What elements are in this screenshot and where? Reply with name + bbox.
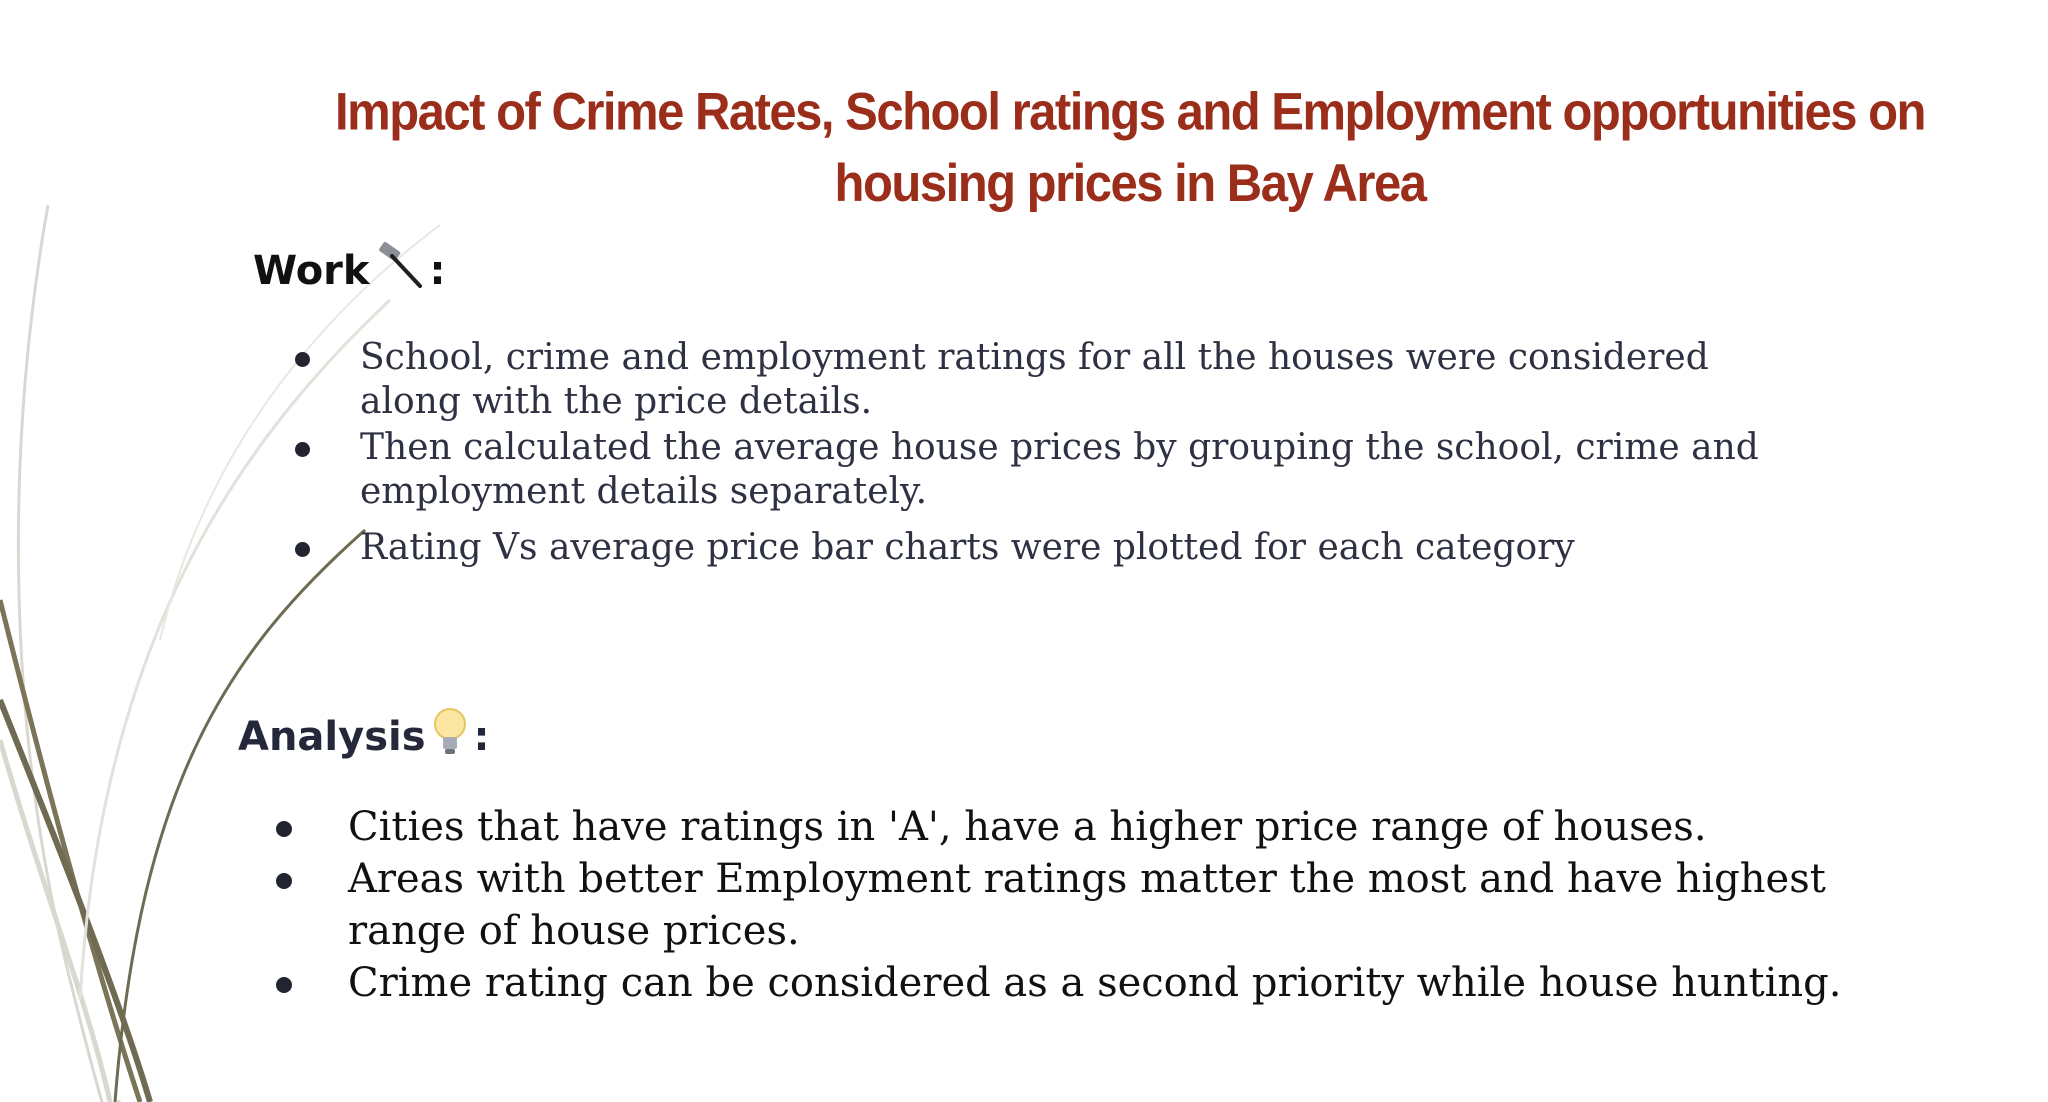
analysis-heading-colon: : — [473, 714, 490, 760]
bullet-dot — [276, 821, 292, 837]
list-item: Cities that have ratings in 'A', have a … — [276, 801, 1848, 853]
analysis-heading: Analysis : — [238, 706, 490, 768]
hammer-icon — [374, 240, 426, 302]
list-item: School, crime and employment ratings for… — [295, 336, 1800, 424]
bullet-dot — [276, 977, 292, 993]
bullet-dot — [295, 442, 310, 457]
list-item: Areas with better Employment ratings mat… — [276, 853, 1848, 957]
bullet-dot — [276, 873, 292, 889]
bullet-dot — [295, 352, 310, 367]
list-item: Crime rating can be considered as a seco… — [276, 957, 1848, 1009]
analysis-heading-label: Analysis — [238, 714, 426, 760]
work-list: School, crime and employment ratings for… — [295, 336, 1800, 572]
list-item: Rating Vs average price bar charts were … — [295, 526, 1800, 570]
bullet-dot — [295, 542, 310, 557]
slide-title: Impact of Crime Rates, School ratings an… — [335, 83, 1926, 213]
work-heading-label: Work — [253, 248, 370, 294]
work-heading-colon: : — [429, 248, 446, 294]
lightbulb-icon — [430, 706, 470, 768]
work-heading: Work : — [253, 240, 446, 302]
list-item: Then calculated the average house prices… — [295, 426, 1800, 514]
analysis-list: Cities that have ratings in 'A', have a … — [276, 801, 1848, 1009]
